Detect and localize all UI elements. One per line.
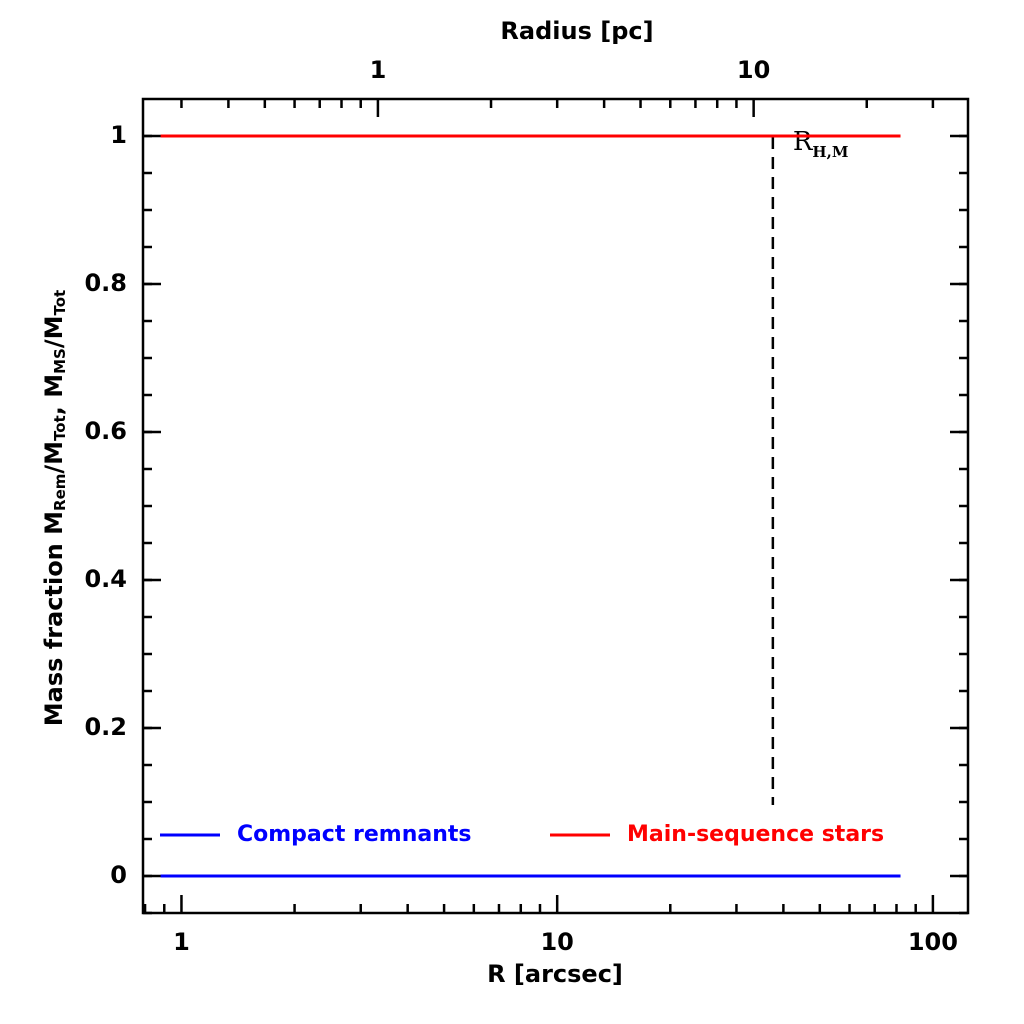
y-tick-label: 0.4	[84, 565, 127, 593]
vline-label-sub: H,M	[812, 143, 848, 161]
y-tick-label: 1	[110, 121, 127, 149]
vline-label: RH,M	[793, 127, 849, 161]
x-tick-label: 1	[173, 928, 190, 956]
y-label-part: MS	[51, 348, 69, 374]
y-tick-label: 0.8	[84, 269, 127, 297]
y-tick-label: 0.6	[84, 417, 127, 445]
x2-tick-label: 1	[370, 56, 387, 84]
y-label-part: /M	[40, 441, 68, 474]
y-label-part: Rem	[51, 474, 69, 511]
x-tick-label: 100	[908, 928, 958, 956]
x2-axis-label: Radius [pc]	[500, 17, 653, 45]
y-label-part: /M	[40, 316, 68, 349]
x-axis-label: R [arcsec]	[487, 960, 623, 988]
y-tick-label: 0.2	[84, 713, 127, 741]
x2-tick-label: 10	[737, 56, 770, 84]
y-axis-label: Mass fraction MRem/MTot, MMS/MTot	[40, 290, 69, 726]
vline-label-main: R	[793, 127, 814, 157]
x-tick-label: 10	[540, 928, 573, 956]
y-label-part: , M	[40, 374, 68, 415]
legend-label: Compact remnants	[237, 822, 471, 847]
plot-frame	[141, 97, 970, 915]
y-label-part: Mass fraction M	[40, 511, 68, 726]
y-tick-label: 0	[110, 861, 127, 889]
y-label-part: Tot	[51, 290, 69, 316]
legend-label: Main-sequence stars	[627, 822, 884, 847]
y-label-part: Tot	[51, 415, 69, 441]
